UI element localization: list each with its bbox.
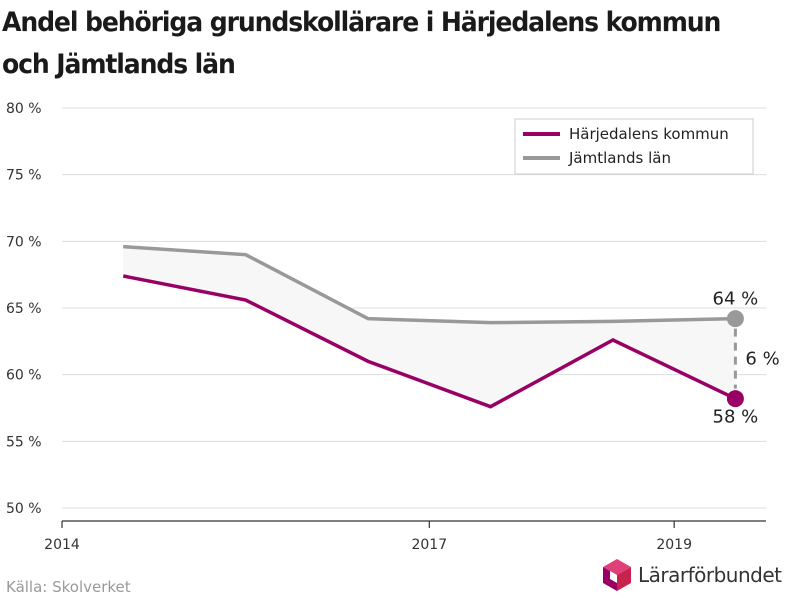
logo-text: Lärarförbundet (638, 563, 782, 587)
y-tick-label: 60 % (6, 368, 42, 384)
label-harjedalen-last: 58 % (713, 407, 759, 428)
y-tick-label: 65 % (6, 301, 42, 317)
end-point-jamtland (726, 310, 744, 328)
label-jamtland-last: 64 % (713, 289, 759, 310)
series-line-harjedalen (122, 274, 737, 409)
hexagon-logo-icon (603, 559, 631, 591)
y-tick-label: 50 % (6, 501, 42, 517)
x-tick-label: 2019 (656, 537, 692, 553)
legend-label: Jämtlands län (568, 149, 671, 167)
x-tick-label: 2014 (44, 537, 80, 553)
y-tick-label: 75 % (6, 168, 42, 184)
chart-title: Andel behöriga grundskollärare i Härjeda… (2, 7, 721, 80)
difference-band (123, 246, 736, 407)
x-tick-label: 2017 (411, 537, 447, 553)
lararforbundet-logo: Lärarförbundet (602, 558, 798, 592)
label-difference: 6 % (745, 349, 779, 370)
y-tick-label: 70 % (6, 234, 42, 250)
legend-box (514, 118, 754, 175)
y-tick-label: 80 % (6, 101, 42, 117)
legend-label: Härjedalens kommun (569, 125, 729, 143)
series-line-jamtland (123, 244, 736, 325)
source-text: Källa: Skolverket (6, 578, 131, 596)
y-tick-label: 55 % (6, 434, 42, 450)
end-point-harjedalen (726, 390, 744, 408)
